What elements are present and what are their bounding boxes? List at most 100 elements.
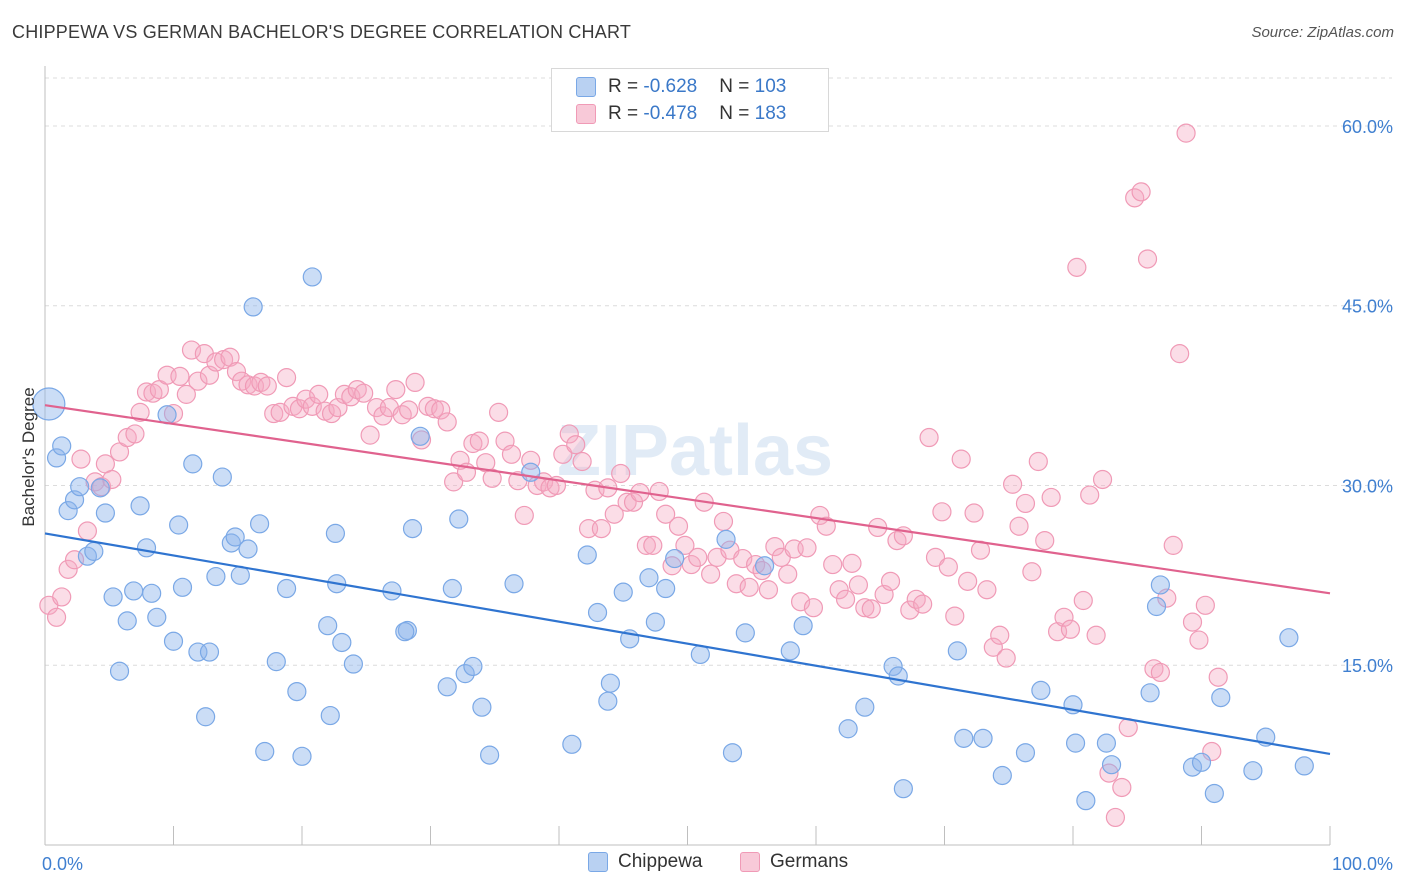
point-chippewa xyxy=(169,515,189,535)
legend-swatch-germans xyxy=(576,104,596,124)
point-germans xyxy=(309,384,329,404)
legend-r-value: -0.478 xyxy=(643,103,698,124)
legend-item-germans[interactable]: Germans xyxy=(740,851,848,873)
point-germans xyxy=(1015,493,1036,514)
point-chippewa xyxy=(716,529,736,549)
point-germans xyxy=(623,492,644,512)
point-germans xyxy=(424,399,444,419)
point-chippewa xyxy=(639,568,659,588)
point-chippewa xyxy=(332,632,352,653)
point-chippewa xyxy=(142,583,162,603)
point-germans xyxy=(861,599,881,619)
legend-item-chippewa[interactable]: Chippewa xyxy=(588,851,703,873)
point-germans xyxy=(437,412,457,432)
point-germans xyxy=(1189,630,1209,650)
point-chippewa xyxy=(172,577,193,597)
point-germans xyxy=(604,504,624,524)
point-chippewa xyxy=(893,779,913,799)
point-germans xyxy=(803,598,824,618)
point-germans xyxy=(572,451,592,472)
point-germans xyxy=(482,468,502,488)
point-germans xyxy=(701,564,721,584)
point-chippewa xyxy=(183,454,203,474)
point-germans xyxy=(977,580,997,600)
legend-swatch-germans xyxy=(740,852,760,872)
point-germans xyxy=(1080,485,1100,505)
point-germans xyxy=(143,383,163,403)
point-germans xyxy=(347,379,367,400)
point-germans xyxy=(675,535,695,555)
point-chippewa xyxy=(947,641,967,661)
point-chippewa xyxy=(410,426,430,446)
point-chippewa xyxy=(587,602,608,623)
point-germans xyxy=(170,366,190,387)
point-germans xyxy=(163,403,184,424)
point-chippewa xyxy=(1182,757,1203,777)
tick-labels: 15.0% 30.0% 45.0% 60.0% 0.0% 100.0% xyxy=(42,117,1393,874)
point-germans xyxy=(996,648,1016,668)
point-chippewa xyxy=(888,666,908,686)
point-chippewa xyxy=(754,556,775,576)
point-chippewa xyxy=(1146,596,1167,617)
point-germans xyxy=(1163,535,1183,555)
point-germans xyxy=(46,607,67,627)
point-germans xyxy=(1131,182,1151,202)
point-germans xyxy=(489,402,509,422)
point-chippewa xyxy=(600,673,621,693)
y-tick-label: 15.0% xyxy=(1342,656,1393,676)
point-germans xyxy=(1054,607,1074,627)
point-chippewa xyxy=(1279,628,1299,648)
trendlines xyxy=(44,404,1331,756)
point-germans xyxy=(257,376,277,396)
point-chippewa xyxy=(287,681,307,702)
point-germans xyxy=(1060,619,1081,639)
point-germans xyxy=(405,372,425,393)
point-chippewa xyxy=(266,652,286,672)
point-germans xyxy=(354,383,374,403)
point-chippewa xyxy=(735,623,755,643)
point-chippewa xyxy=(1243,761,1263,781)
point-chippewa xyxy=(318,616,338,636)
point-chippewa xyxy=(320,705,340,726)
point-germans xyxy=(990,625,1010,645)
point-chippewa xyxy=(196,707,216,727)
point-chippewa xyxy=(480,745,500,765)
point-chippewa xyxy=(95,503,115,523)
point-germans xyxy=(1112,777,1132,798)
legend-label-chippewa: Chippewa xyxy=(618,851,703,872)
point-chippewa xyxy=(255,741,275,762)
point-germans xyxy=(302,396,322,416)
point-germans xyxy=(566,435,586,455)
legend-r-label: R = xyxy=(608,103,644,124)
point-chippewa xyxy=(136,538,157,558)
point-chippewa xyxy=(1096,733,1117,753)
point-chippewa xyxy=(46,448,67,468)
point-germans xyxy=(64,550,85,570)
point-chippewa xyxy=(992,765,1012,786)
point-chippewa xyxy=(463,656,483,677)
point-germans xyxy=(1067,257,1087,277)
point-chippewa xyxy=(147,607,167,627)
point-germans xyxy=(181,340,202,360)
point-germans xyxy=(636,535,656,555)
point-germans xyxy=(1003,474,1023,494)
point-germans xyxy=(276,368,297,388)
point-chippewa xyxy=(32,387,66,421)
point-chippewa xyxy=(52,436,72,456)
y-tick-label: 45.0% xyxy=(1342,297,1393,317)
point-chippewa xyxy=(243,297,263,317)
point-germans xyxy=(842,553,862,573)
point-chippewa xyxy=(90,478,110,498)
point-germans xyxy=(778,564,798,584)
axes xyxy=(44,66,1331,846)
point-chippewa xyxy=(206,566,226,587)
x-tick-label: 100.0% xyxy=(1332,854,1393,874)
point-chippewa xyxy=(437,677,457,697)
point-germans xyxy=(1092,469,1113,490)
point-chippewa xyxy=(109,661,130,681)
point-chippewa xyxy=(973,728,993,748)
point-germans xyxy=(125,424,145,444)
legend-r-value: -0.628 xyxy=(643,76,698,97)
legend-r-label: R = xyxy=(608,76,644,97)
point-germans xyxy=(958,571,978,591)
